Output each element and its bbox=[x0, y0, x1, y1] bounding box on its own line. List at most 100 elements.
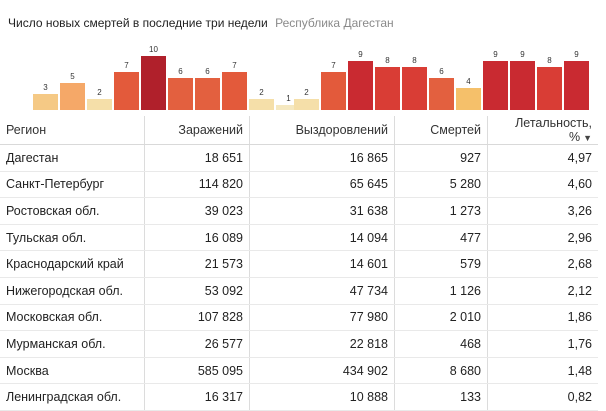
cell-cases: 16 089 bbox=[144, 224, 250, 252]
chart-bar[interactable] bbox=[141, 56, 166, 110]
cell-cases: 18 651 bbox=[144, 144, 250, 172]
cell-cases: 39 023 bbox=[144, 197, 250, 225]
cell-recovered: 31 638 bbox=[249, 197, 395, 225]
cell-lethality: 2,12 bbox=[487, 277, 598, 305]
chart-bar[interactable] bbox=[114, 72, 139, 110]
cell-region: Санкт-Петербург bbox=[0, 171, 145, 199]
chart-bar[interactable] bbox=[168, 78, 193, 110]
table-row[interactable]: Санкт-Петербург 114 820 65 645 5 280 4,60 bbox=[0, 171, 598, 199]
chart-bar[interactable] bbox=[294, 99, 319, 110]
chart-bar[interactable] bbox=[429, 78, 454, 110]
chart-bar-value-label: 10 bbox=[149, 45, 158, 54]
chart-bar-value-label: 4 bbox=[466, 77, 471, 86]
chart-bar-value-label: 8 bbox=[547, 56, 552, 65]
table-row[interactable]: Мурманская обл. 26 577 22 818 468 1,76 bbox=[0, 330, 598, 358]
chart-bar[interactable] bbox=[195, 78, 220, 110]
sort-desc-icon[interactable]: ▼ bbox=[583, 133, 592, 143]
cell-region: Москва bbox=[0, 357, 145, 385]
chart-bar[interactable] bbox=[249, 99, 274, 110]
chart-bar-value-label: 6 bbox=[178, 67, 183, 76]
cell-deaths: 133 bbox=[394, 383, 488, 411]
table-row[interactable]: Ростовская обл. 39 023 31 638 1 273 3,26 bbox=[0, 197, 598, 225]
cell-lethality: 1,76 bbox=[487, 330, 598, 358]
chart-bar-value-label: 9 bbox=[574, 50, 579, 59]
cell-lethality: 1,86 bbox=[487, 304, 598, 332]
cell-recovered: 434 902 bbox=[249, 357, 395, 385]
cell-recovered: 10 888 bbox=[249, 383, 395, 411]
cell-recovered: 65 645 bbox=[249, 171, 395, 199]
column-header-region[interactable]: Регион bbox=[0, 116, 145, 145]
chart-bar-value-label: 8 bbox=[412, 56, 417, 65]
cell-cases: 107 828 bbox=[144, 304, 250, 332]
chart-bar-value-label: 7 bbox=[331, 61, 336, 70]
chart-bar-value-label: 1 bbox=[286, 94, 291, 103]
cell-deaths: 927 bbox=[394, 144, 488, 172]
chart-bar[interactable] bbox=[60, 83, 85, 110]
cell-recovered: 14 601 bbox=[249, 250, 395, 278]
cell-cases: 53 092 bbox=[144, 277, 250, 305]
chart-bar[interactable] bbox=[276, 105, 301, 110]
cell-region: Ростовская обл. bbox=[0, 197, 145, 225]
chart-bar-value-label: 9 bbox=[520, 50, 525, 59]
table-row[interactable]: Ленинградская обл. 16 317 10 888 133 0,82 bbox=[0, 383, 598, 411]
cell-cases: 26 577 bbox=[144, 330, 250, 358]
cell-cases: 16 317 bbox=[144, 383, 250, 411]
selected-region-label: Республика Дагестан bbox=[275, 16, 394, 30]
cell-recovered: 47 734 bbox=[249, 277, 395, 305]
table-row[interactable]: Москва 585 095 434 902 8 680 1,48 bbox=[0, 357, 598, 385]
cell-deaths: 468 bbox=[394, 330, 488, 358]
chart-bar[interactable] bbox=[456, 88, 481, 110]
chart-bar-value-label: 2 bbox=[259, 88, 264, 97]
cell-region: Московская обл. bbox=[0, 304, 145, 332]
chart-bar[interactable] bbox=[87, 99, 112, 110]
column-header-recovered[interactable]: Выздоровлений bbox=[249, 116, 395, 145]
cell-region: Мурманская обл. bbox=[0, 330, 145, 358]
table-row[interactable]: Дагестан 18 651 16 865 927 4,97 bbox=[0, 144, 598, 172]
chart-bar-value-label: 2 bbox=[304, 88, 309, 97]
cell-lethality: 2,68 bbox=[487, 250, 598, 278]
cell-cases: 585 095 bbox=[144, 357, 250, 385]
column-header-lethality[interactable]: Летальность, % ▼ bbox=[487, 116, 598, 145]
chart-bar[interactable] bbox=[510, 61, 535, 110]
chart-bar[interactable] bbox=[222, 72, 247, 110]
table-row[interactable]: Нижегородская обл. 53 092 47 734 1 126 2,12 bbox=[0, 277, 598, 305]
table-header-row: Регион Заражений Выздоровлений Смертей Л… bbox=[0, 116, 598, 145]
region-stats-table: Регион Заражений Выздоровлений Смертей Л… bbox=[0, 116, 598, 411]
chart-bar-value-label: 5 bbox=[70, 72, 75, 81]
cell-lethality: 4,60 bbox=[487, 171, 598, 199]
chart-bar[interactable] bbox=[564, 61, 589, 110]
cell-region: Краснодарский край bbox=[0, 250, 145, 278]
chart-bar[interactable] bbox=[348, 61, 373, 110]
cell-deaths: 5 280 bbox=[394, 171, 488, 199]
chart-bar[interactable] bbox=[321, 72, 346, 110]
chart-bar[interactable] bbox=[33, 94, 58, 110]
cell-deaths: 477 bbox=[394, 224, 488, 252]
table-row[interactable]: Тульская обл. 16 089 14 094 477 2,96 bbox=[0, 224, 598, 252]
cell-region: Тульская обл. bbox=[0, 224, 145, 252]
chart-bar[interactable] bbox=[402, 67, 427, 110]
cell-deaths: 2 010 bbox=[394, 304, 488, 332]
table-row[interactable]: Московская обл. 107 828 77 980 2 010 1,86 bbox=[0, 304, 598, 332]
cell-cases: 21 573 bbox=[144, 250, 250, 278]
cell-deaths: 8 680 bbox=[394, 357, 488, 385]
chart-title: Число новых смертей в последние три неде… bbox=[8, 16, 268, 30]
cell-lethality: 4,97 bbox=[487, 144, 598, 172]
column-header-deaths[interactable]: Смертей bbox=[394, 116, 488, 145]
cell-lethality: 2,96 bbox=[487, 224, 598, 252]
chart-bar-value-label: 9 bbox=[358, 50, 363, 59]
table-row[interactable]: Краснодарский край 21 573 14 601 579 2,68 bbox=[0, 250, 598, 278]
cell-recovered: 16 865 bbox=[249, 144, 395, 172]
chart-bar[interactable] bbox=[375, 67, 400, 110]
chart-bar-value-label: 8 bbox=[385, 56, 390, 65]
chart-bar-value-label: 3 bbox=[43, 83, 48, 92]
column-header-cases[interactable]: Заражений bbox=[144, 116, 250, 145]
chart-bar[interactable] bbox=[483, 61, 508, 110]
chart-bar-value-label: 9 bbox=[493, 50, 498, 59]
cell-lethality: 3,26 bbox=[487, 197, 598, 225]
chart-title-row: Число новых смертей в последние три неде… bbox=[8, 16, 394, 30]
chart-bar[interactable] bbox=[537, 67, 562, 110]
deaths-bar-chart: 3 5 2 7 10 6 6 7 2 1 2 7 9 8 8 6 4 9 9 8 9 bbox=[0, 40, 606, 110]
column-header-lethality-label: Летальность, % bbox=[515, 116, 592, 144]
cell-deaths: 579 bbox=[394, 250, 488, 278]
chart-bar-value-label: 6 bbox=[439, 67, 444, 76]
